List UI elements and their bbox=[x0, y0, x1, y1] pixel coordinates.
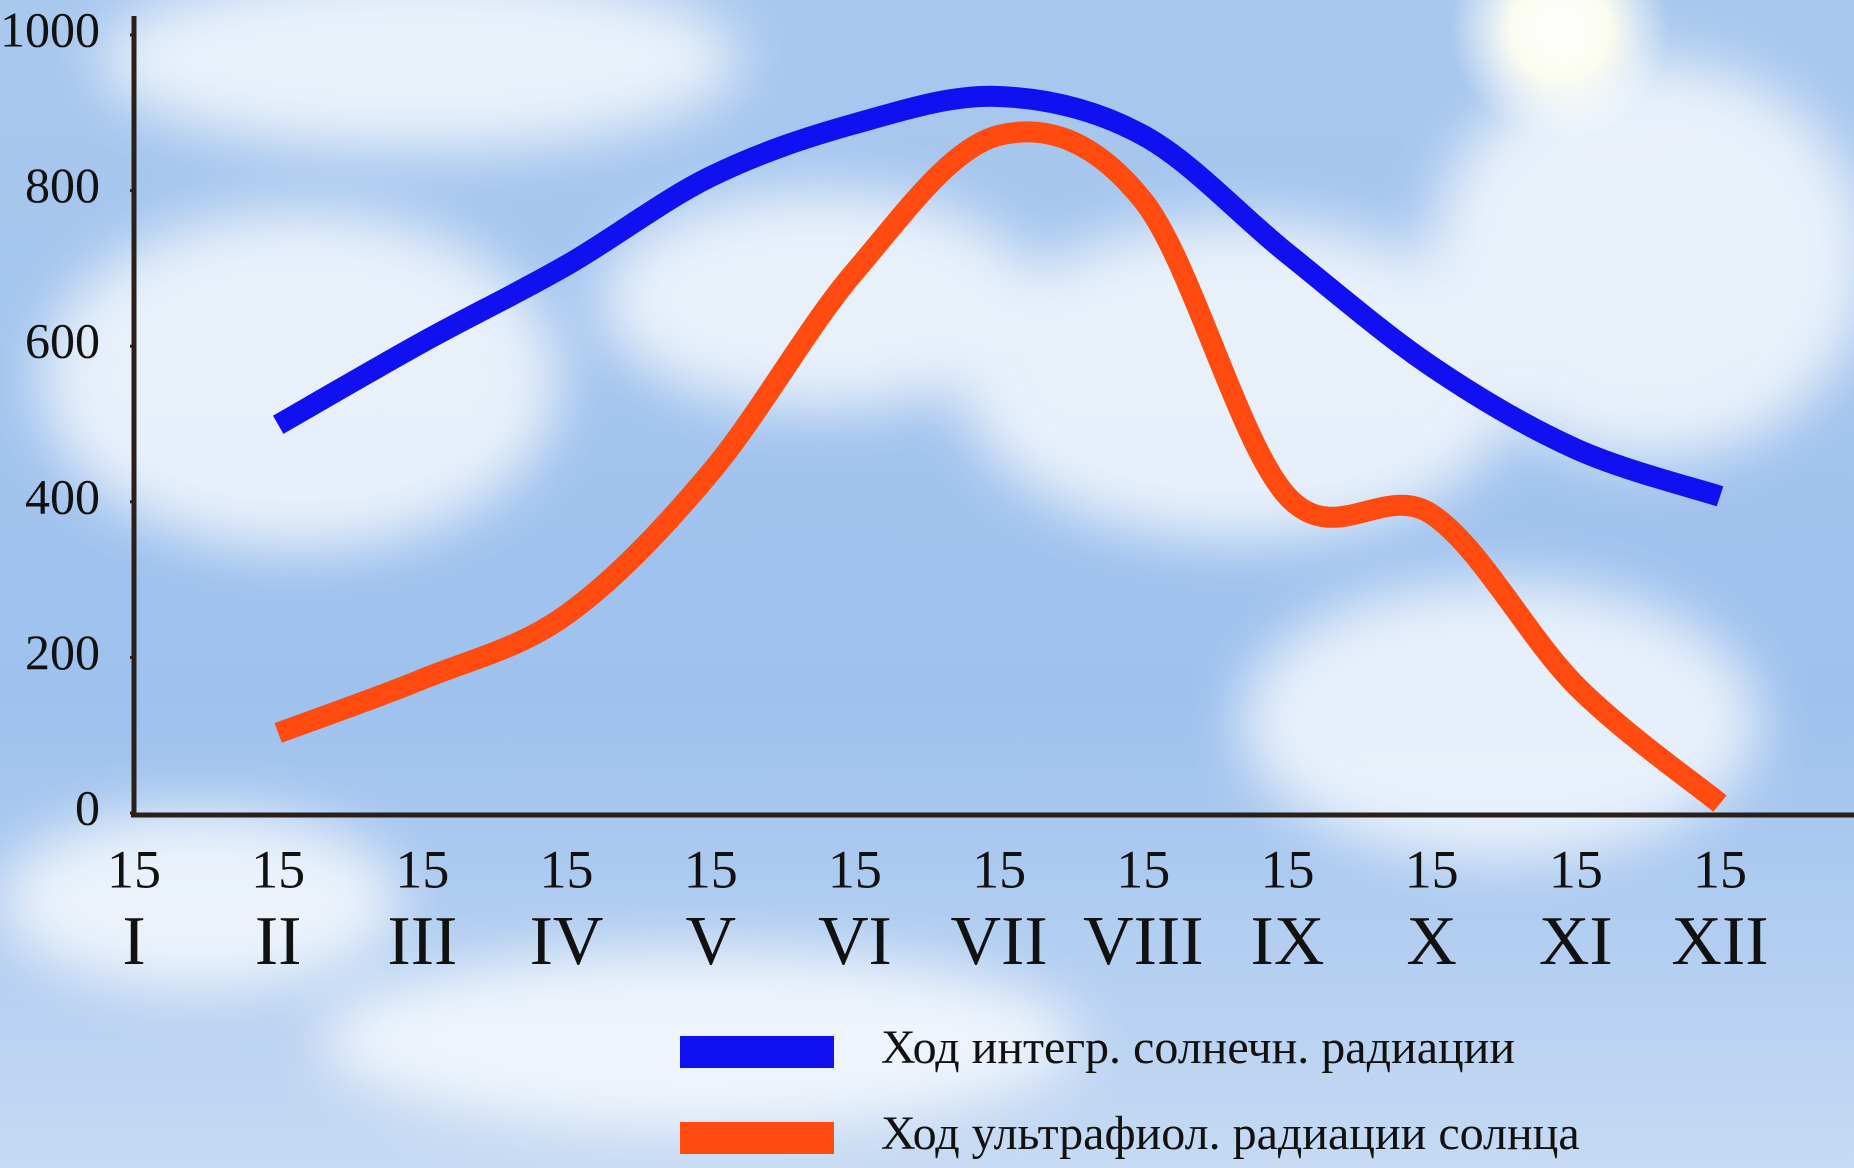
legend: Ход интегр. солнечн. радиации Ход ультраф… bbox=[680, 1021, 1580, 1160]
x-tick-month: XI bbox=[1539, 903, 1613, 980]
series-line bbox=[272, 85, 1724, 507]
x-tick-day: 15 bbox=[1116, 839, 1170, 899]
x-tick-month: XII bbox=[1671, 903, 1768, 980]
y-tick-label: 600 bbox=[25, 313, 100, 369]
y-tick-label: 400 bbox=[25, 468, 100, 524]
legend-swatch bbox=[680, 1122, 834, 1154]
x-tick-month: IX bbox=[1251, 903, 1325, 980]
x-tick-day: 15 bbox=[251, 839, 305, 899]
clouds bbox=[0, 0, 1854, 1130]
x-tick-day: 15 bbox=[972, 839, 1026, 899]
legend-label: Ход ультрафиол. радиации солнца bbox=[881, 1107, 1580, 1160]
x-tick-month: VIII bbox=[1083, 903, 1203, 980]
x-tick-month: III bbox=[387, 903, 457, 980]
x-tick-month: II bbox=[255, 903, 302, 980]
y-tick-label: 800 bbox=[25, 157, 100, 213]
x-tick-day: 15 bbox=[828, 839, 882, 899]
x-tick-day: 15 bbox=[1549, 839, 1603, 899]
x-tick-day: 15 bbox=[684, 839, 738, 899]
x-tick-month: I bbox=[122, 903, 145, 980]
x-tick-day: 15 bbox=[395, 839, 449, 899]
x-tick-day: 15 bbox=[1260, 839, 1314, 899]
y-tick-label: 0 bbox=[75, 779, 100, 835]
sun bbox=[1450, 0, 1670, 140]
x-tick-day: 15 bbox=[540, 839, 594, 899]
x-tick-day: 15 bbox=[1693, 839, 1747, 899]
x-tick-month: VII bbox=[950, 903, 1047, 980]
y-tick-label: 200 bbox=[25, 624, 100, 680]
legend-label: Ход интегр. солнечн. радиации bbox=[881, 1021, 1515, 1074]
x-tick-month: V bbox=[685, 903, 736, 980]
x-tick-month: VI bbox=[818, 903, 892, 980]
x-tick-day: 15 bbox=[1405, 839, 1459, 899]
y-tick-label: 1000 bbox=[0, 1, 100, 57]
x-tick-month: IV bbox=[530, 903, 604, 980]
series-line bbox=[274, 121, 1727, 812]
x-tick-day: 15 bbox=[107, 839, 161, 899]
x-tick-month: X bbox=[1406, 903, 1457, 980]
legend-swatch bbox=[680, 1036, 834, 1068]
